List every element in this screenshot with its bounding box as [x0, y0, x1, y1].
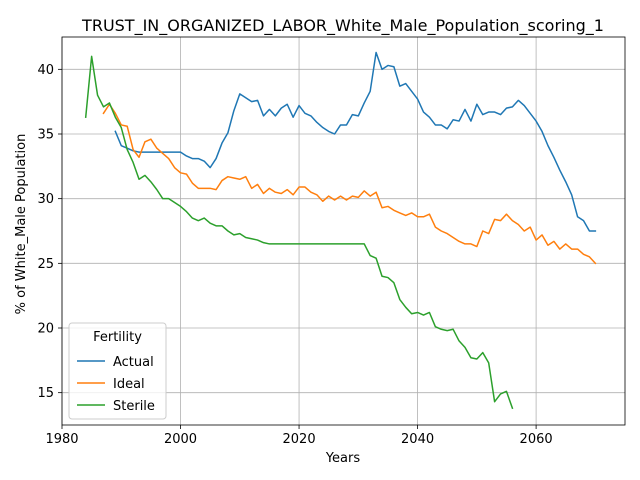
- y-tick-label: 25: [37, 257, 54, 272]
- x-tick-label: 2040: [401, 432, 434, 447]
- x-tick-label: 1980: [45, 432, 78, 447]
- legend-label-actual: Actual: [113, 355, 154, 370]
- y-axis-title: % of White_Male Population: [14, 134, 29, 315]
- x-axis-ticks: 1980 2000 2020 2040 2060: [45, 425, 553, 447]
- plot-frame: [61, 36, 626, 426]
- legend-title: Fertility: [93, 330, 142, 345]
- y-tick-label: 20: [37, 322, 54, 337]
- legend: Fertility Actual Ideal Sterile: [68, 322, 167, 420]
- y-tick-label: 40: [37, 63, 54, 78]
- y-axis-ticks: 15 20 25 30 35 40: [37, 63, 62, 401]
- legend-label-sterile: Sterile: [113, 399, 155, 414]
- series-line-actual: [114, 51, 597, 232]
- series-line-ideal: [102, 103, 597, 265]
- chart-title: TRUST_IN_ORGANIZED_LABOR_White_Male_Popu…: [81, 16, 604, 36]
- legend-box: [68, 322, 167, 420]
- series-line-sterile: [84, 55, 514, 410]
- x-tick-label: 2000: [164, 432, 197, 447]
- x-axis-title: Years: [325, 451, 361, 466]
- y-tick-label: 15: [37, 386, 54, 401]
- series-group: [84, 51, 597, 410]
- legend-label-ideal: Ideal: [113, 377, 145, 392]
- x-tick-label: 2060: [520, 432, 553, 447]
- y-tick-label: 30: [37, 192, 54, 207]
- y-tick-label: 35: [37, 128, 54, 143]
- x-tick-label: 2020: [283, 432, 316, 447]
